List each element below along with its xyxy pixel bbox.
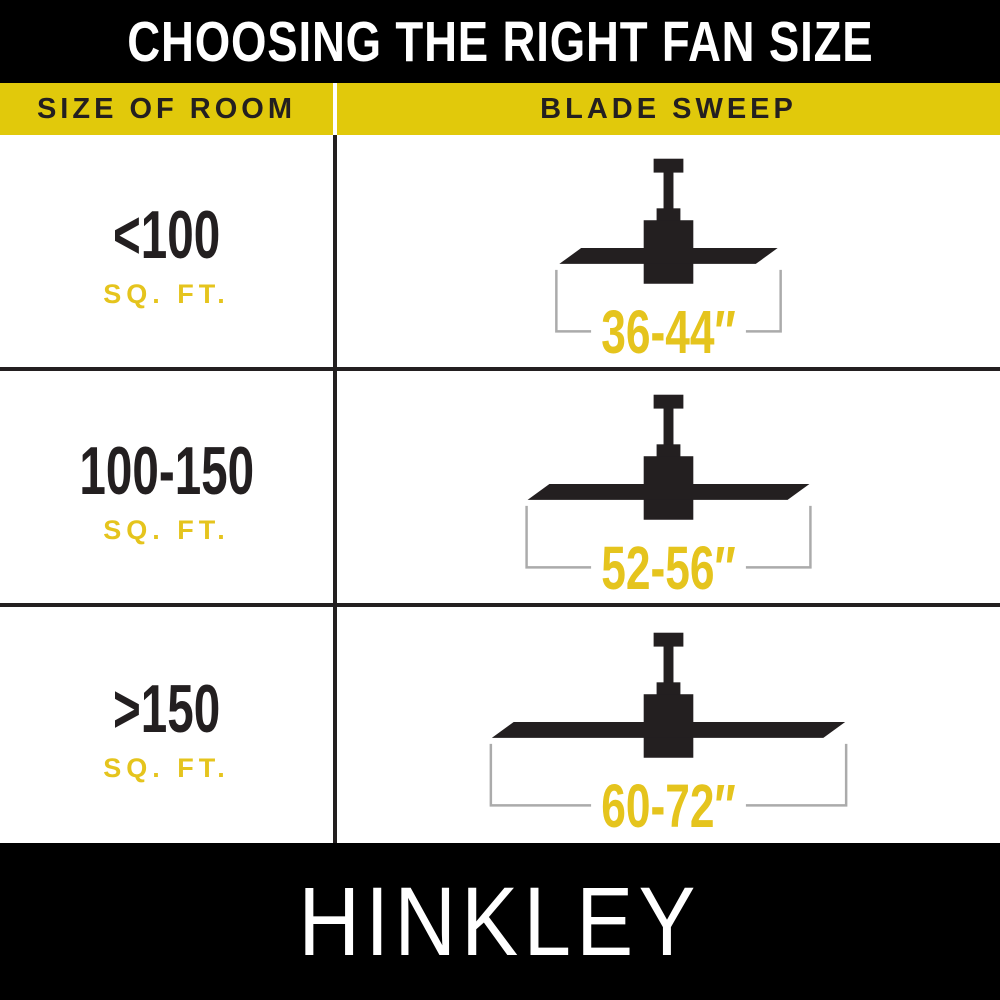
- header-cell-room: SIZE OF ROOM: [0, 83, 337, 135]
- room-size-cell: <100 SQ. FT.: [0, 135, 337, 367]
- fan-downrod: [663, 170, 674, 215]
- fan-blades: [559, 248, 778, 264]
- measurement-bracket-right: [745, 505, 812, 569]
- measurement-bracket-right: [745, 743, 848, 807]
- fan-downrod-collar: [656, 444, 681, 459]
- ceiling-fan-icon: 52-56″: [525, 394, 812, 603]
- table-header-row: SIZE OF ROOM BLADE SWEEP: [0, 83, 1000, 135]
- fan-mount: [653, 632, 684, 647]
- room-size-cell: >150 SQ. FT.: [0, 607, 337, 843]
- ceiling-fan-icon: 36-44″: [555, 158, 782, 367]
- measurement-bracket-left: [525, 505, 592, 569]
- table-row: 100-150 SQ. FT. 52-56″: [0, 371, 1000, 607]
- page-title: CHOOSING THE RIGHT FAN SIZE: [126, 9, 874, 74]
- fan-mount: [653, 394, 684, 409]
- brand-logo: HINKLEY: [298, 866, 702, 976]
- room-size-unit: SQ. FT.: [103, 514, 230, 545]
- ceiling-fan-icon: 60-72″: [489, 632, 848, 841]
- table-row: >150 SQ. FT. 60-72″: [0, 607, 1000, 843]
- table-row: <100 SQ. FT. 36-44″: [0, 135, 1000, 371]
- header-cell-sweep: BLADE SWEEP: [337, 83, 1000, 135]
- fan-downrod-collar: [656, 682, 681, 697]
- fan-blades: [527, 484, 810, 500]
- title-bar: CHOOSING THE RIGHT FAN SIZE: [0, 0, 1000, 83]
- room-size-unit: SQ. FT.: [103, 752, 230, 783]
- blade-sweep-cell: 60-72″: [337, 607, 1000, 843]
- blade-sweep-range: 52-56″: [601, 534, 736, 603]
- measurement-bracket-right: [745, 269, 782, 333]
- measurement-bracket-left: [555, 269, 592, 333]
- fan-downrod: [663, 644, 674, 689]
- blade-sweep-range: 60-72″: [601, 772, 736, 841]
- fan-downrod-collar: [656, 208, 681, 223]
- column-header-sweep: BLADE SWEEP: [540, 92, 797, 125]
- blade-sweep-range: 36-44″: [601, 298, 736, 367]
- room-size-unit: SQ. FT.: [103, 278, 230, 309]
- measurement-bracket-left: [489, 743, 592, 807]
- blade-sweep-cell: 36-44″: [337, 135, 1000, 367]
- brand-bar: HINKLEY: [0, 843, 1000, 1000]
- room-size-cell: 100-150 SQ. FT.: [0, 371, 337, 603]
- fan-downrod: [663, 406, 674, 451]
- room-size-value: <100: [112, 196, 221, 273]
- room-size-value: >150: [112, 670, 221, 747]
- fan-blades: [491, 722, 846, 738]
- fan-mount: [653, 158, 684, 173]
- blade-sweep-cell: 52-56″: [337, 371, 1000, 603]
- column-header-room: SIZE OF ROOM: [36, 92, 297, 125]
- room-size-value: 100-150: [79, 432, 254, 509]
